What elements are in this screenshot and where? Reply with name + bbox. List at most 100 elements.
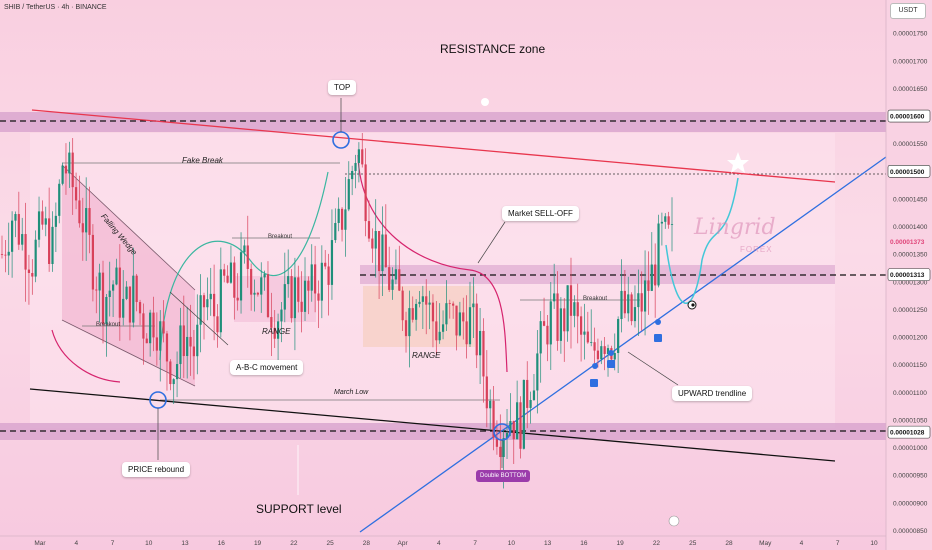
y-tick-label: 0.00000850 xyxy=(893,528,928,535)
up-arrow-icon xyxy=(590,379,598,387)
candle-body xyxy=(431,302,435,322)
candle-body xyxy=(425,296,428,305)
candle-body xyxy=(364,164,367,222)
candle-body xyxy=(556,293,559,341)
candle-body xyxy=(650,264,653,291)
candle-body xyxy=(213,293,216,317)
price-level-tag: 0.00001028 xyxy=(887,425,931,439)
candle-body xyxy=(169,361,172,385)
candle-body xyxy=(643,280,647,312)
candle-body xyxy=(266,274,270,318)
x-tick-label: 25 xyxy=(689,540,697,547)
current-price-tag: 0.00001373 xyxy=(890,239,925,246)
candle-body xyxy=(505,432,509,439)
candle-body xyxy=(452,303,455,306)
candle-body xyxy=(34,239,37,277)
upward-trendline-callout: UPWARD trendline xyxy=(672,386,753,401)
arrow-down-icon[interactable] xyxy=(481,98,489,106)
candle-body xyxy=(448,303,451,304)
range-label-1: RANGE xyxy=(262,327,291,336)
y-tick-label: 0.00001000 xyxy=(893,445,928,452)
candle-body xyxy=(165,333,169,362)
candle-body xyxy=(138,302,142,314)
candle-body xyxy=(357,149,360,163)
y-tick-label: 0.00001250 xyxy=(893,307,928,314)
candle-body xyxy=(303,280,307,312)
candle-body xyxy=(159,321,162,351)
candle-body xyxy=(351,170,354,180)
candle-body xyxy=(334,222,337,241)
y-tick-label: 0.00001300 xyxy=(893,279,928,286)
candle-body xyxy=(499,446,502,458)
candle-body xyxy=(603,346,606,354)
candle-body xyxy=(468,307,472,345)
x-tick-label: 4 xyxy=(74,540,78,547)
candle-body xyxy=(630,294,633,322)
breakout-label-1: Breakout xyxy=(96,322,121,328)
candle-body xyxy=(590,342,593,343)
top-callout: TOP xyxy=(328,80,357,95)
trendline-leader xyxy=(627,351,679,386)
candle-body xyxy=(206,299,209,308)
candle-body xyxy=(132,275,135,323)
candle-body xyxy=(647,280,650,291)
candle-body xyxy=(553,293,556,302)
double-bottom-badge: Double BOTTOM xyxy=(476,470,531,482)
candle-body xyxy=(546,325,549,345)
candle-body xyxy=(273,327,276,339)
candle-body xyxy=(522,379,525,449)
candle-body xyxy=(91,234,95,290)
candle-body xyxy=(310,264,313,291)
price-rebound-callout: PRICE rebound xyxy=(122,462,191,477)
x-tick-label: 22 xyxy=(290,540,298,547)
trendline-touch-2 xyxy=(608,350,614,356)
candle-body xyxy=(542,321,546,326)
candle-body xyxy=(283,284,286,310)
upward-trendline xyxy=(359,156,887,533)
candle-body xyxy=(58,183,61,216)
candle-body xyxy=(478,330,482,356)
candle-body xyxy=(485,376,488,409)
x-tick-label: 13 xyxy=(544,540,552,547)
y-tick-label: 0.00001450 xyxy=(893,196,928,203)
candle-body xyxy=(51,226,54,265)
x-tick-label: 28 xyxy=(363,540,371,547)
currency-button[interactable]: USDT xyxy=(890,3,926,19)
candle-body xyxy=(381,234,384,272)
candle-body xyxy=(330,240,334,285)
support-level-label: SUPPORT level xyxy=(256,502,342,516)
candle-body xyxy=(24,234,27,270)
y-tick-label: 0.00001750 xyxy=(893,31,928,38)
candle-body xyxy=(11,220,14,252)
candle-body xyxy=(149,312,152,344)
candle-body xyxy=(202,295,206,308)
candle-body xyxy=(600,346,603,360)
candle-body xyxy=(549,301,552,345)
lightning-icon[interactable] xyxy=(668,515,680,527)
candle-body xyxy=(492,400,495,438)
x-tick-label: Apr xyxy=(398,540,409,547)
candle-body xyxy=(559,308,562,341)
candle-body xyxy=(199,295,202,325)
candle-body xyxy=(583,331,586,335)
y-tick-label: 0.00001100 xyxy=(893,390,927,397)
candle-body xyxy=(438,331,441,341)
candle-body xyxy=(229,262,233,283)
candle-body xyxy=(297,277,300,302)
x-tick-label: 10 xyxy=(870,540,878,547)
candle-body xyxy=(371,238,374,249)
candle-body xyxy=(579,316,583,335)
candle-body xyxy=(654,264,657,286)
candle-body xyxy=(287,276,290,285)
candle-body xyxy=(118,267,121,318)
candle-body xyxy=(186,336,189,357)
candle-body xyxy=(361,149,364,165)
selloff-leader xyxy=(477,221,506,264)
candle-body xyxy=(529,399,532,408)
candle-body xyxy=(95,289,98,291)
candle-body xyxy=(142,313,145,339)
abc-leader xyxy=(169,291,229,346)
x-tick-label: 16 xyxy=(580,540,588,547)
